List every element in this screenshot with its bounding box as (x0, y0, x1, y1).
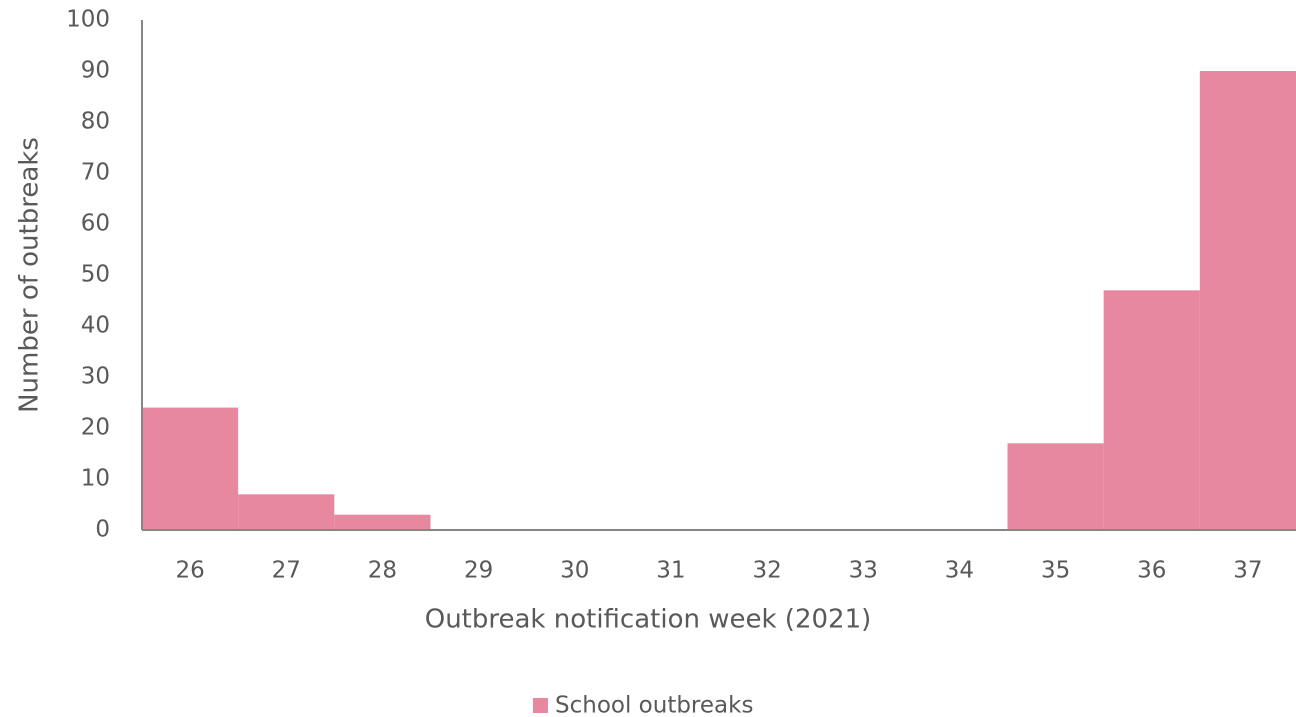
x-tick-label: 29 (464, 558, 493, 584)
y-tick-label: 60 (81, 211, 110, 237)
x-tick-label: 28 (368, 558, 397, 584)
x-tick-label: 27 (272, 558, 301, 584)
x-tick-label: 31 (656, 558, 685, 584)
y-tick-label: 100 (66, 7, 110, 33)
legend-swatch (533, 698, 548, 713)
x-tick-label: 37 (1233, 558, 1262, 584)
y-tick-label: 70 (81, 160, 110, 186)
bar (334, 514, 431, 530)
bar (142, 407, 239, 530)
legend-label: School outbreaks (555, 693, 753, 717)
x-tick-label: 34 (945, 558, 974, 584)
x-tick-label: 30 (560, 558, 589, 584)
y-tick-label: 0 (95, 517, 110, 543)
y-tick-label: 30 (81, 364, 110, 390)
x-axis-title: Outbreak notification week (2021) (425, 605, 872, 635)
y-tick-label: 50 (81, 262, 110, 288)
bar (1199, 71, 1296, 530)
x-tick-label: 32 (752, 558, 781, 584)
y-tick-label: 90 (81, 58, 110, 84)
y-axis-title: Number of outbreaks (15, 137, 45, 413)
bar (238, 494, 335, 530)
x-tick-label: 35 (1041, 558, 1070, 584)
bar (1103, 290, 1200, 530)
x-tick-label: 26 (175, 558, 204, 584)
x-tick-label: 36 (1137, 558, 1166, 584)
y-tick-label: 10 (81, 466, 110, 492)
bar (1007, 443, 1104, 530)
y-tick-label: 20 (81, 415, 110, 441)
x-tick-label: 33 (849, 558, 878, 584)
y-tick-label: 80 (81, 109, 110, 135)
y-tick-label: 40 (81, 313, 110, 339)
